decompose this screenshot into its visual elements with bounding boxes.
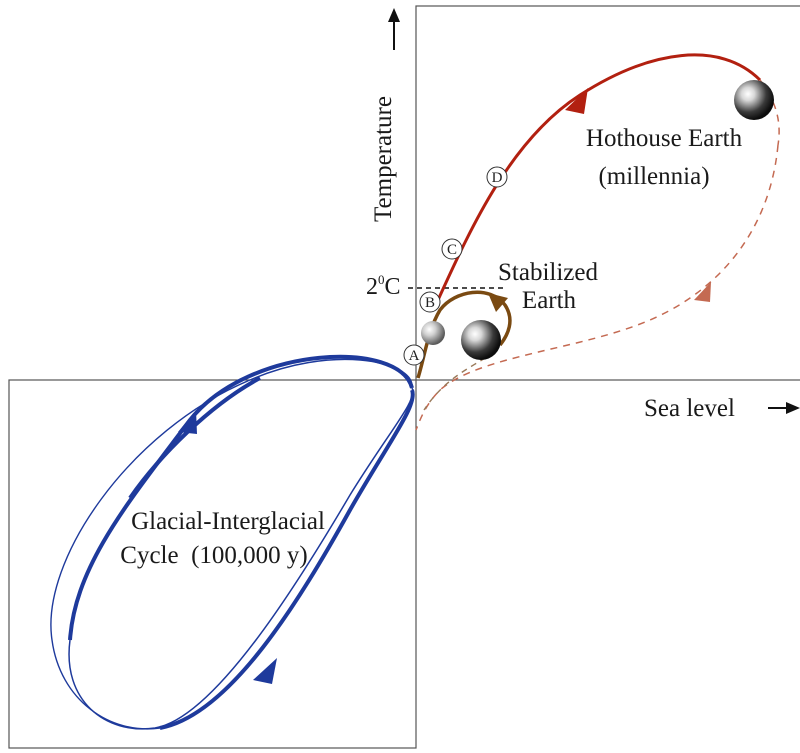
svg-text:B: B: [425, 295, 435, 311]
threshold-label: 20C: [366, 272, 401, 300]
small-ball-icon: [421, 321, 445, 345]
stabilized-arrow: [488, 293, 508, 312]
glacial-loop-right-thick: [159, 389, 415, 730]
hothouse-ball-icon: [734, 80, 774, 120]
svg-text:A: A: [409, 348, 420, 364]
lower-left-quadrant-frame: [8, 379, 417, 749]
hothouse-trajectory: [436, 53, 762, 301]
temperature-axis-arrow: [388, 8, 400, 50]
stabilized-ball-icon: [461, 320, 501, 360]
sea-level-axis-label: Sea level: [644, 395, 735, 422]
hothouse-label-line1: Hothouse Earth: [586, 125, 743, 152]
stabilized-return-dashed: [423, 351, 496, 411]
hothouse-return-dashed: [415, 144, 779, 431]
svg-text:C: C: [447, 242, 457, 258]
temperature-axis-label: Temperature: [370, 96, 397, 222]
upper-right-quadrant-frame: [415, 5, 800, 381]
glacial-loop-left-thick: [128, 376, 261, 500]
glacial-label-line2: Cycle (100,000 y): [120, 542, 307, 569]
glacial-label-line1: Glacial-Interglacial: [131, 508, 325, 535]
hothouse-label-line2: (millennia): [598, 163, 709, 190]
marker-a: A: [403, 344, 425, 366]
svg-text:D: D: [492, 170, 503, 186]
stabilized-label-line1: Stabilized: [498, 259, 598, 286]
hothouse-arrow: [565, 88, 588, 114]
glacial-arrow-up: [178, 410, 197, 434]
hothouse-return-arrow: [694, 282, 711, 302]
marker-c: C: [441, 238, 463, 260]
glacial-loop-outer-thin: [50, 358, 413, 730]
marker-d: D: [486, 166, 508, 188]
sea-level-axis-arrow: [768, 402, 800, 414]
marker-b: B: [419, 291, 441, 313]
glacial-arrow-down: [253, 658, 277, 684]
stabilized-label-line2: Earth: [522, 287, 577, 314]
